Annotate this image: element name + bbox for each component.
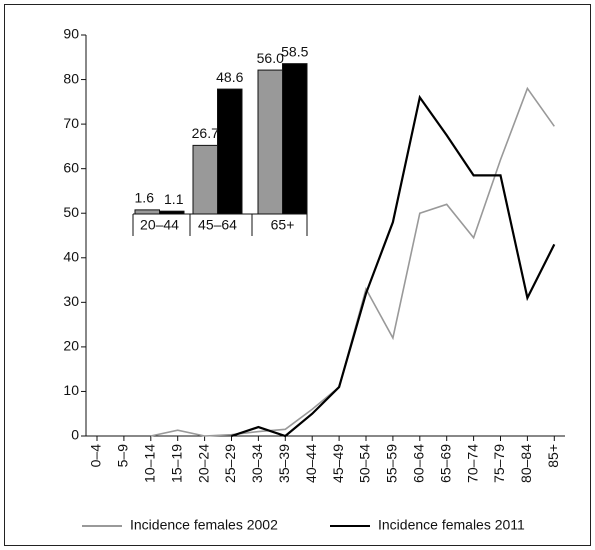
bar bbox=[282, 63, 308, 215]
inset-category: 45–64 bbox=[198, 217, 237, 233]
y-tick-label: 10 bbox=[63, 382, 79, 398]
bar-value-label: 58.5 bbox=[281, 43, 308, 59]
inset-category: 20–44 bbox=[140, 217, 179, 233]
bar bbox=[134, 209, 160, 215]
x-tick-label: 5–9 bbox=[115, 444, 131, 468]
inset-category: 65+ bbox=[271, 217, 295, 233]
bar-value-label: 1.6 bbox=[135, 190, 155, 206]
y-tick-label: 70 bbox=[63, 115, 79, 131]
y-tick-label: 60 bbox=[63, 159, 79, 175]
y-tick-label: 30 bbox=[63, 293, 79, 309]
bar-value-label: 1.1 bbox=[164, 191, 184, 207]
x-tick-label: 15–19 bbox=[168, 444, 184, 483]
x-tick-label: 25–29 bbox=[222, 444, 238, 483]
bar-value-label: 56.0 bbox=[257, 50, 284, 66]
bar-value-label: 48.6 bbox=[216, 69, 243, 85]
x-tick-label: 70–74 bbox=[464, 444, 480, 483]
bar-value-label: 26.7 bbox=[192, 125, 219, 141]
x-tick-label: 45–49 bbox=[330, 444, 346, 483]
x-tick-label: 75–79 bbox=[491, 444, 507, 483]
legend-label: Incidence females 2011 bbox=[378, 517, 525, 533]
y-tick-label: 40 bbox=[63, 248, 79, 264]
x-tick-label: 35–39 bbox=[276, 444, 292, 483]
line bbox=[231, 94, 556, 438]
x-tick-label: 40–44 bbox=[303, 444, 319, 483]
x-tick-label: 60–64 bbox=[411, 444, 427, 483]
x-tick-label: 50–54 bbox=[357, 444, 373, 483]
y-tick-label: 20 bbox=[63, 338, 79, 354]
bar bbox=[159, 210, 185, 215]
bar bbox=[217, 88, 243, 215]
x-tick-label: 85+ bbox=[545, 444, 561, 468]
legend-label: Incidence females 2002 bbox=[130, 517, 278, 533]
x-tick-label: 55–59 bbox=[384, 444, 400, 483]
bar bbox=[257, 69, 283, 215]
x-tick-label: 0–4 bbox=[88, 444, 104, 468]
x-tick-label: 80–84 bbox=[518, 444, 534, 483]
y-tick-label: 80 bbox=[63, 70, 79, 86]
x-tick-label: 20–24 bbox=[195, 444, 211, 483]
x-tick-label: 10–14 bbox=[142, 444, 158, 483]
y-tick-label: 0 bbox=[71, 427, 79, 443]
x-tick-label: 30–34 bbox=[249, 444, 265, 483]
bar bbox=[192, 144, 218, 215]
frame bbox=[4, 4, 591, 546]
y-tick-label: 50 bbox=[63, 204, 79, 220]
y-tick-label: 90 bbox=[63, 26, 79, 42]
x-tick-label: 65–69 bbox=[437, 444, 453, 483]
